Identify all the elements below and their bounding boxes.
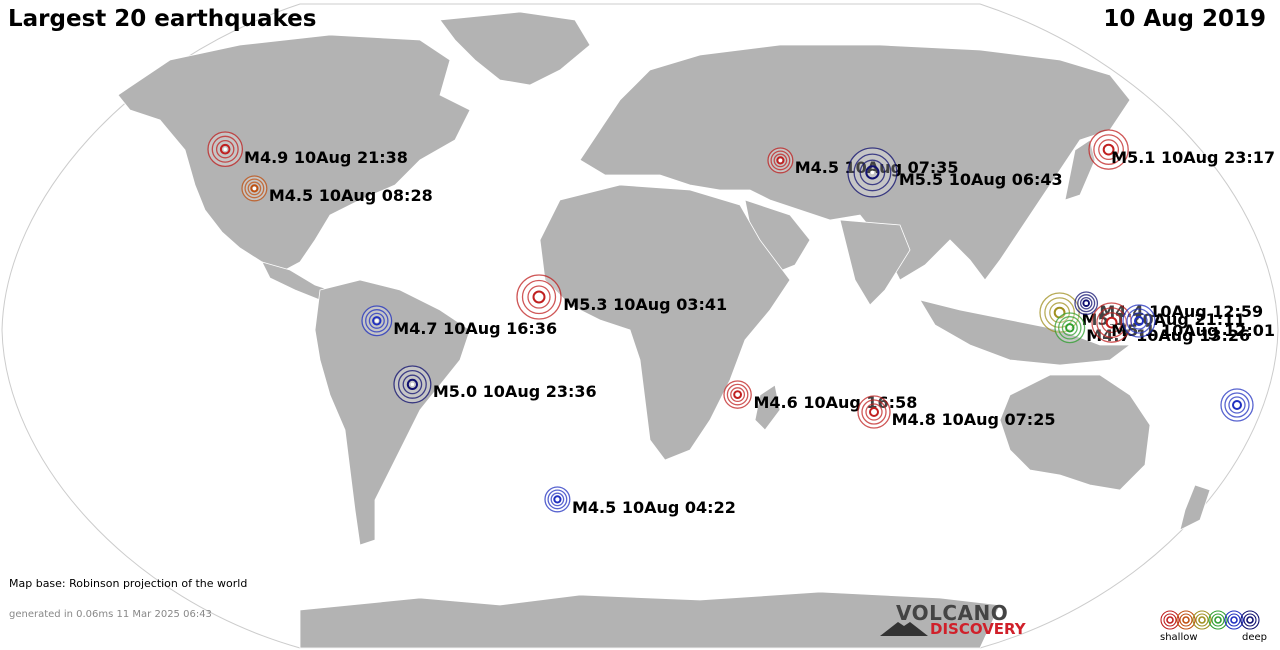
earthquake-label: M4.6 10Aug 16:58 xyxy=(753,392,918,412)
earthquake-rings-icon xyxy=(241,174,268,202)
madagascar xyxy=(754,384,781,431)
page-title: Largest 20 earthquakes xyxy=(8,6,317,32)
earthquake-label: M5.1 10Aug 23:17 xyxy=(1111,147,1275,167)
earthquake-label: M4.7 10Aug 16:36 xyxy=(393,319,558,338)
earthquake-label: M5.0 10Aug 23:36 xyxy=(432,382,597,401)
antarctica xyxy=(299,591,1001,649)
earthquake-label: M4.5 10Aug 04:22 xyxy=(572,497,736,517)
volcano-discovery-logo[interactable]: VOLCANO DISCOVERY xyxy=(880,601,1040,644)
earthquake-rings-icon xyxy=(1220,388,1254,422)
earthquake-label: M4.5 10Aug 08:28 xyxy=(268,186,433,205)
earthquake-label: M4.8 10Aug 07:25 xyxy=(891,410,1056,429)
earthquake-label: M5.5 10Aug 06:43 xyxy=(898,170,1063,190)
japan xyxy=(1064,139,1096,201)
volcano-icon xyxy=(880,622,928,636)
earthquake-label: M4.4 10Aug 12:59 xyxy=(1099,301,1264,321)
earthquake-rings-icon xyxy=(847,147,898,198)
land-masses xyxy=(117,11,1211,649)
earthquake-rings-icon xyxy=(393,364,432,404)
map-base-note: Map base: Robinson projection of the wor… xyxy=(9,577,248,590)
earthquake-label: M5.1 10Aug 21:11 xyxy=(1081,310,1246,330)
logo-text-volcano: VOLCANO xyxy=(896,601,1009,625)
depth-legend: shallow deep xyxy=(1160,608,1270,648)
earthquake-rings-icon xyxy=(856,395,891,429)
earthquake-rings-icon xyxy=(767,146,794,174)
earthquake-rings-icon xyxy=(1122,304,1156,338)
legend-deep-label: deep xyxy=(1242,632,1267,643)
greenland xyxy=(439,11,591,86)
new-zealand xyxy=(1179,484,1211,531)
eurasia xyxy=(579,44,1131,281)
southeast-asia-islands xyxy=(919,299,1132,366)
earthquake-rings-icon xyxy=(723,380,753,409)
earthquake-rings-icon xyxy=(544,486,571,513)
earthquake-rings-icon xyxy=(516,273,562,320)
africa xyxy=(539,184,791,461)
south-america xyxy=(314,279,471,546)
legend-rings xyxy=(1160,610,1260,630)
earthquake-label: M5.3 10Aug 03:41 xyxy=(563,294,728,314)
earthquake-rings-icon xyxy=(1039,292,1081,333)
earthquake-rings-icon xyxy=(1074,291,1099,316)
date-title: 10 Aug 2019 xyxy=(1103,6,1266,32)
earthquake-rings-icon xyxy=(207,131,243,168)
earthquake-label: M5.1 10Aug 12:01 xyxy=(1111,320,1276,340)
earthquake-rings-icon xyxy=(1054,312,1085,344)
earthquake-rings-icon xyxy=(361,305,392,337)
generated-note: generated in 0.06ms 11 Mar 2025 06:43 xyxy=(9,609,212,620)
earthquake-rings-icon xyxy=(1088,129,1129,170)
north-america xyxy=(117,34,471,271)
indian-subcontinent xyxy=(839,219,911,306)
legend-shallow-label: shallow xyxy=(1160,632,1198,643)
australia xyxy=(999,374,1151,491)
earthquake-label: M4.9 10Aug 21:38 xyxy=(244,147,408,167)
logo-text-discovery: DISCOVERY xyxy=(930,620,1026,638)
